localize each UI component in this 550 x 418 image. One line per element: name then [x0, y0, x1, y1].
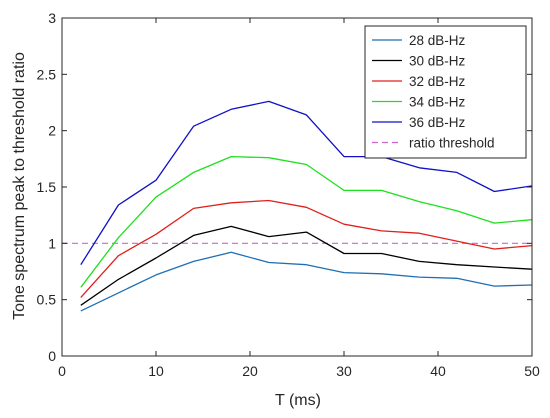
- series-line-2: [80, 225, 533, 306]
- y-axis-label: Tone spectrum peak to threshold ratio: [11, 52, 28, 320]
- series-line-1: [80, 251, 533, 312]
- legend-label: 28 dB-Hz: [409, 33, 466, 48]
- legend-label: 34 dB-Hz: [409, 95, 466, 110]
- legend: 28 dB-Hz 30 dB-Hz 32 dB-Hz 34 dB-Hz 36 dB-Hz…: [364, 25, 527, 159]
- legend-label: 30 dB-Hz: [409, 54, 466, 69]
- x-axis-label: T (ms): [275, 392, 321, 409]
- legend-box: [364, 25, 527, 159]
- y-tick-label: 1.5: [37, 179, 57, 195]
- y-tick-label: 2.5: [37, 66, 57, 82]
- axes: 0 10 20 30 40 50 0 0.5 1 1.5 2 2.5 3: [37, 10, 540, 379]
- y-tick-label: 3: [48, 10, 56, 26]
- series-lines: [62, 100, 533, 312]
- legend-label: 32 dB-Hz: [409, 74, 466, 89]
- legend-label: 36 dB-Hz: [409, 115, 466, 130]
- x-tick-label: 50: [524, 363, 540, 379]
- legend-label: ratio threshold: [409, 136, 495, 151]
- series-line-5: [80, 100, 533, 266]
- series-line-4: [80, 155, 533, 288]
- x-tick-label: 30: [336, 363, 352, 379]
- x-tick-label: 40: [430, 363, 446, 379]
- x-tick-label: 10: [148, 363, 164, 379]
- x-tick-label: 0: [58, 363, 66, 379]
- y-tick-label: 0.5: [37, 292, 57, 308]
- y-tick-label: 0: [48, 348, 56, 364]
- y-tick-label: 1: [48, 235, 56, 251]
- series-line-3: [80, 199, 533, 298]
- x-tick-label: 20: [242, 363, 258, 379]
- y-tick-label: 2: [48, 123, 56, 139]
